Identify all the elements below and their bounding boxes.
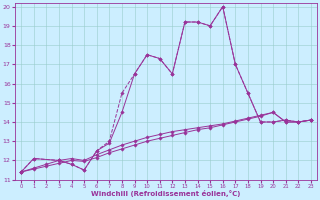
X-axis label: Windchill (Refroidissement éolien,°C): Windchill (Refroidissement éolien,°C)	[91, 190, 241, 197]
